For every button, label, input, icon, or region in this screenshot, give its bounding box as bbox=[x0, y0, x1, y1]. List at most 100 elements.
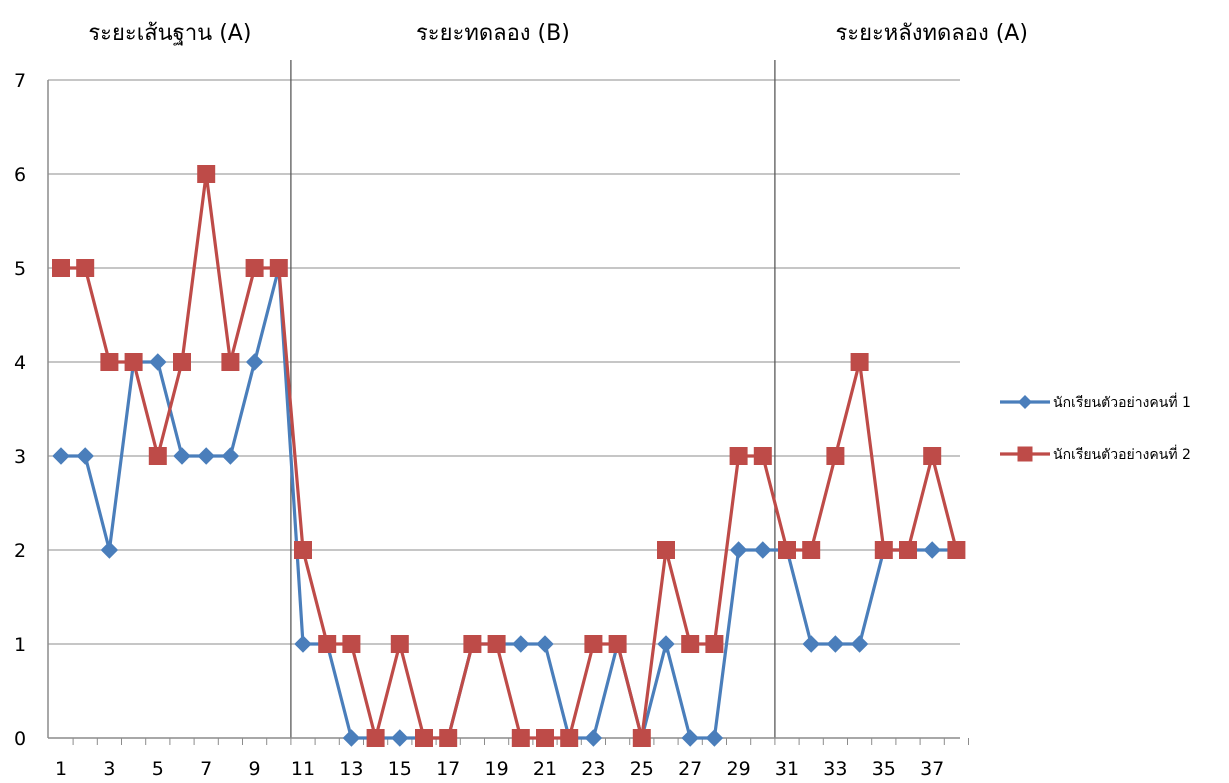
data-point bbox=[608, 635, 627, 653]
data-point bbox=[850, 635, 869, 653]
data-point bbox=[366, 729, 385, 747]
x-tick-label: 17 bbox=[436, 758, 460, 780]
x-tick-label: 23 bbox=[581, 758, 605, 780]
data-point bbox=[802, 541, 821, 559]
data-point bbox=[342, 729, 361, 747]
data-point bbox=[269, 259, 288, 277]
data-point bbox=[52, 259, 70, 277]
data-point bbox=[584, 635, 603, 653]
phase-label: ระยะทดลอง (B) bbox=[416, 21, 570, 46]
x-tick-label: 3 bbox=[103, 758, 115, 780]
x-tick-label: 33 bbox=[823, 758, 847, 780]
data-point bbox=[536, 729, 554, 747]
data-point bbox=[487, 635, 506, 653]
data-point bbox=[148, 447, 167, 465]
legend-marker bbox=[1018, 395, 1032, 409]
data-point bbox=[632, 729, 651, 747]
data-point bbox=[318, 635, 337, 653]
series-layer bbox=[52, 165, 966, 747]
x-tick-label: 7 bbox=[200, 758, 212, 780]
data-point bbox=[463, 635, 482, 653]
data-point bbox=[947, 541, 966, 559]
legend-item: นักเรียนตัวอย่างคนที่ 1 bbox=[1000, 393, 1191, 411]
phase-dividers bbox=[290, 60, 776, 738]
series-1 bbox=[52, 259, 966, 747]
data-point bbox=[173, 353, 191, 371]
data-point bbox=[100, 541, 119, 559]
data-point bbox=[511, 729, 530, 747]
phase-label: ระยะหลังทดลอง (A) bbox=[835, 21, 1028, 46]
data-point bbox=[850, 353, 869, 371]
x-tick-label: 15 bbox=[388, 758, 412, 780]
y-tick-label: 4 bbox=[14, 352, 26, 374]
data-point bbox=[245, 259, 264, 277]
data-point bbox=[342, 635, 361, 653]
data-point bbox=[391, 729, 409, 747]
y-tick-label: 5 bbox=[14, 258, 26, 280]
data-point bbox=[197, 447, 215, 465]
data-point bbox=[923, 541, 941, 559]
data-point bbox=[899, 541, 917, 559]
data-point bbox=[52, 447, 70, 465]
data-point bbox=[802, 635, 820, 653]
legend-label: นักเรียนตัวอย่างคนที่ 2 bbox=[1053, 445, 1191, 463]
axes bbox=[47, 80, 969, 745]
data-point bbox=[681, 635, 700, 653]
data-point bbox=[560, 729, 579, 747]
data-point bbox=[415, 729, 433, 747]
data-point bbox=[245, 353, 264, 371]
data-point bbox=[221, 353, 240, 371]
data-point bbox=[76, 447, 94, 465]
x-tick-label: 31 bbox=[775, 758, 799, 780]
data-point bbox=[753, 447, 772, 465]
x-tick-label: 13 bbox=[339, 758, 363, 780]
legend-item: นักเรียนตัวอย่างคนที่ 2 bbox=[1000, 445, 1191, 463]
y-tick-label: 0 bbox=[14, 728, 26, 750]
phase-labels: ระยะเส้นฐาน (A) ระยะทดลอง (B) ระยะหลังทดลอ… bbox=[88, 21, 1028, 46]
data-point bbox=[536, 635, 554, 653]
data-point bbox=[681, 729, 699, 747]
data-point bbox=[657, 541, 675, 559]
x-tick-label: 35 bbox=[872, 758, 896, 780]
data-point bbox=[100, 353, 119, 371]
data-point bbox=[294, 635, 312, 653]
x-tick-label: 19 bbox=[485, 758, 509, 780]
legend-marker bbox=[1017, 446, 1033, 462]
phase-label: ระยะเส้นฐาน (A) bbox=[88, 21, 251, 46]
y-tick-label: 1 bbox=[14, 634, 26, 656]
data-point bbox=[294, 541, 312, 559]
data-point bbox=[390, 635, 409, 653]
data-point bbox=[76, 259, 95, 277]
y-tick-labels: 0 1 2 3 4 5 6 7 bbox=[14, 70, 26, 750]
x-tick-labels: 1 3 5 7 9 11 13 15 17 19 21 23 25 27 29 31 33 35 37 bbox=[55, 758, 944, 780]
data-point bbox=[778, 541, 796, 559]
data-point bbox=[923, 447, 942, 465]
data-point bbox=[439, 729, 458, 747]
x-tick-label: 11 bbox=[291, 758, 315, 780]
x-tick-label: 5 bbox=[152, 758, 164, 780]
x-tick-label: 27 bbox=[678, 758, 702, 780]
x-tick-label: 29 bbox=[727, 758, 751, 780]
series-2 bbox=[52, 165, 966, 747]
data-point bbox=[705, 635, 724, 653]
data-point bbox=[874, 541, 893, 559]
data-point bbox=[826, 447, 845, 465]
data-point bbox=[197, 165, 216, 183]
data-point bbox=[705, 729, 724, 747]
legend-label: นักเรียนตัวอย่างคนที่ 1 bbox=[1053, 393, 1191, 411]
data-point bbox=[657, 635, 675, 653]
data-point bbox=[729, 541, 748, 559]
data-point bbox=[584, 729, 603, 747]
data-point bbox=[754, 541, 772, 559]
x-tick-label: 1 bbox=[55, 758, 67, 780]
data-point bbox=[149, 353, 167, 371]
x-tick-label: 37 bbox=[920, 758, 944, 780]
y-tick-label: 3 bbox=[14, 446, 26, 468]
data-point bbox=[826, 635, 845, 653]
data-point bbox=[221, 447, 240, 465]
legend: นักเรียนตัวอย่างคนที่ 1 นักเรียนตัวอย่างค… bbox=[1000, 393, 1191, 463]
x-tick-label: 25 bbox=[630, 758, 654, 780]
data-point bbox=[729, 447, 748, 465]
